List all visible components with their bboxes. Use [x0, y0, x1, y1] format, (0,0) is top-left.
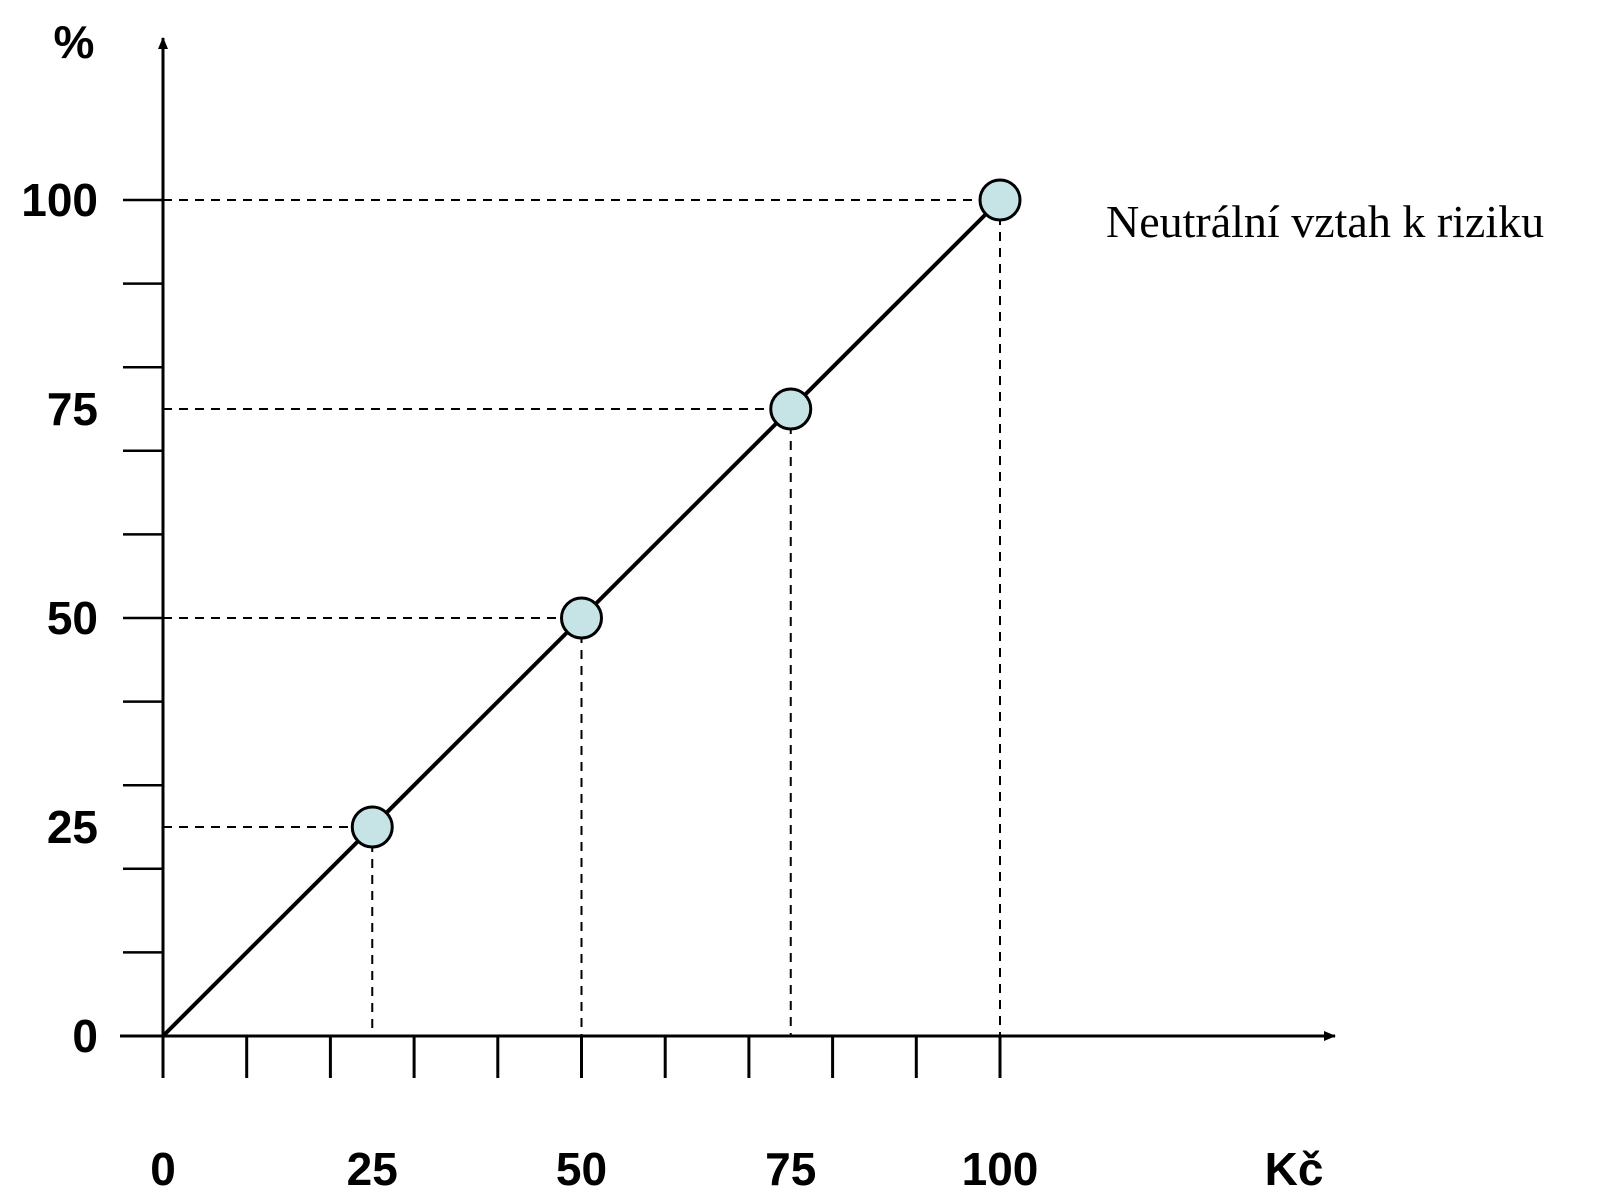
x-tick-label: 25	[347, 1143, 398, 1186]
data-point	[769, 387, 813, 431]
y-tick-label: 25	[47, 801, 98, 853]
y-tick-label: 100	[21, 174, 98, 226]
y-tick-labels: 0 25 50 75 100	[21, 174, 98, 1062]
x-tick-label: 75	[765, 1143, 816, 1186]
y-tick-label: 50	[47, 592, 98, 644]
data-point	[978, 178, 1022, 222]
x-tick-label: 0	[150, 1143, 176, 1186]
x-axis-title: Kč	[1265, 1143, 1324, 1186]
y-axis-title: %	[54, 16, 95, 68]
x-axis-ticks	[161, 1036, 1002, 1078]
data-point	[560, 596, 603, 640]
data-point	[350, 805, 394, 849]
x-tick-label: 50	[556, 1143, 607, 1186]
annotation-risk-neutral: Neutrální vztah k riziku	[1106, 196, 1544, 247]
y-tick-label: 0	[72, 1010, 98, 1062]
y-axis-ticks	[123, 198, 163, 954]
y-tick-label: 75	[47, 383, 98, 435]
series-markers	[350, 178, 1022, 849]
x-tick-label: 100	[962, 1143, 1039, 1186]
guide-lines	[163, 199, 1001, 1036]
x-tick-labels: 0 25 50 75 100	[150, 1143, 1038, 1186]
